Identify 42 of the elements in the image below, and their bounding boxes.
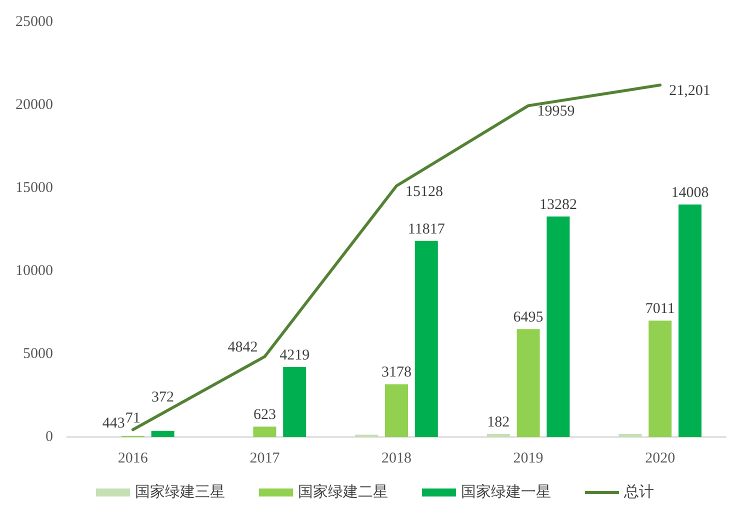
y-tick-label: 20000 [16,97,53,113]
x-tick-label: 2017 [250,450,280,466]
data-label: 182 [487,414,510,430]
data-label: 15128 [406,184,443,200]
bar [516,329,540,437]
data-label: 13282 [539,197,577,214]
data-label: 443 [102,416,125,432]
data-label: 372 [152,389,174,406]
legend-label: 国家绿建二星 [298,484,388,500]
x-tick-label: 2016 [118,450,148,466]
y-tick-label: 0 [46,429,53,445]
x-tick-label: 2020 [645,450,676,466]
bar [385,384,408,437]
data-label: 623 [253,407,276,424]
bar [546,216,570,437]
y-tick-label: 15000 [16,180,53,196]
data-label: 14008 [671,184,709,201]
bar [283,366,306,437]
y-tick-label: 5000 [23,346,53,362]
x-tick-label: 2018 [382,450,412,466]
data-label: 7011 [645,301,675,318]
legend-label: 国家绿建一星 [461,484,551,500]
bar [648,320,672,437]
legend-label: 国家绿建三星 [135,484,225,500]
data-label: 6495 [513,310,544,326]
y-tick-label: 25000 [16,14,53,30]
bar [618,434,642,437]
data-label: 19959 [537,104,575,120]
data-label: 71 [125,410,140,426]
x-tick-label: 2019 [513,450,544,466]
legend-label: 总计 [623,484,654,500]
data-label: 4842 [228,340,258,356]
data-label: 3178 [382,364,412,381]
data-label: 4219 [280,347,310,364]
y-tick-label: 10000 [16,263,53,279]
bar [253,426,276,437]
data-label: 11817 [408,221,446,238]
bar [678,204,702,437]
data-label: 21,201 [669,83,710,100]
bar [486,434,510,437]
bar [151,430,174,437]
bar [414,240,438,437]
